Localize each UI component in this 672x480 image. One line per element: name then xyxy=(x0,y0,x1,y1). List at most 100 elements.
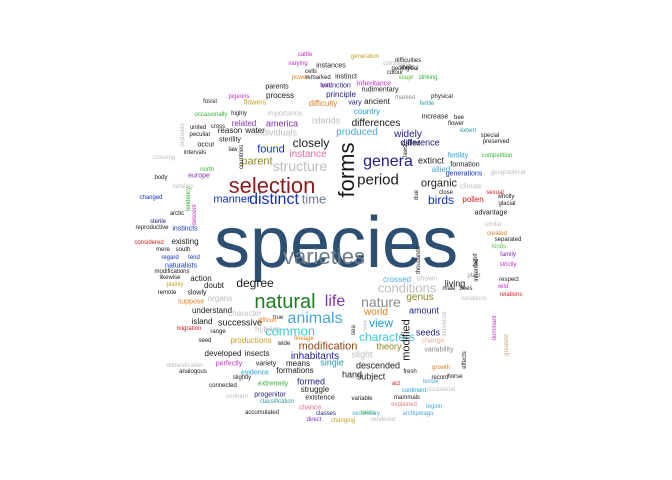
word-probable: probable xyxy=(180,123,186,147)
word-related: related xyxy=(231,119,257,128)
word-south: south xyxy=(175,247,191,253)
word-laws: laws xyxy=(403,144,409,158)
word-kinds: kinds xyxy=(491,244,507,250)
word-extremely: extremely xyxy=(257,380,289,388)
word-variable: variable xyxy=(351,396,373,402)
word-varying: varying xyxy=(288,61,308,67)
word-explained: explained xyxy=(391,402,417,408)
word-domestication: domestication xyxy=(166,363,204,369)
word-instances: instances xyxy=(316,62,346,70)
word-mammals: mammals xyxy=(393,395,421,401)
word-rudimentary: rudimentary xyxy=(361,86,399,94)
word-increase: increase xyxy=(421,113,449,121)
word-families: families xyxy=(172,184,194,190)
word-subject: subject xyxy=(356,371,386,382)
word-reproductive: reproductive xyxy=(135,225,169,231)
word-slowly: slowly xyxy=(187,289,207,297)
word-northern: northern xyxy=(225,394,249,400)
word-genus: genus xyxy=(406,292,434,303)
word-accumulated: accumulated xyxy=(244,410,280,416)
word-pollen: pollen xyxy=(462,195,484,204)
word-sterile: sterile xyxy=(149,219,167,225)
word-analogous: analogous xyxy=(179,369,207,375)
word-vary: vary xyxy=(348,99,362,107)
word-strictly: strictly xyxy=(499,262,517,268)
word-compared: compared xyxy=(382,61,410,67)
word-existence: existence xyxy=(305,394,335,402)
word-theory: theory xyxy=(376,341,402,352)
word-peculiar: peculiar xyxy=(189,132,211,138)
word-races: races xyxy=(360,410,376,416)
word-stage: stage xyxy=(398,75,414,81)
word-species: species xyxy=(213,203,459,283)
word-shown: shown xyxy=(416,275,438,283)
word-descended: descended xyxy=(355,360,401,371)
word-found: found xyxy=(257,143,285,156)
word-striking: striking xyxy=(418,75,438,81)
word-respect: respect xyxy=(499,277,519,283)
word-successive: successive xyxy=(217,317,263,328)
word-sea: sea xyxy=(351,325,357,335)
word-horse: horse xyxy=(447,374,463,380)
word-archipelago: archipelago xyxy=(402,411,434,417)
word-forms: forms xyxy=(334,142,359,198)
word-time: time xyxy=(301,191,327,207)
word-produced: produced xyxy=(336,127,378,138)
word-crossed: crossed xyxy=(382,275,412,284)
word-europe: europe xyxy=(188,172,210,180)
word-animals: animals xyxy=(287,310,343,327)
word-migration: migration xyxy=(176,326,202,332)
word-manner: manner xyxy=(213,193,251,206)
word-fertility: fertility xyxy=(447,152,469,160)
word-difficulty: difficulty xyxy=(308,99,338,108)
word-close: close xyxy=(438,190,454,196)
word-family: family xyxy=(500,252,516,258)
word-tree: tree xyxy=(363,319,369,331)
word-food: food xyxy=(320,83,332,89)
word-generations: generations xyxy=(445,170,483,178)
word-body: body xyxy=(154,175,168,181)
word-difference: difference xyxy=(400,137,440,148)
word-glacial: glacial xyxy=(498,201,516,207)
word-thousands: thousands xyxy=(416,246,422,274)
word-inhabitants: inhabitants xyxy=(290,351,340,362)
word-relations: relations xyxy=(499,292,523,298)
word-occasional: occasional xyxy=(426,387,456,393)
word-climate: climate xyxy=(459,183,483,191)
word-sexual: sexual xyxy=(486,190,504,196)
word-degree: degree xyxy=(236,276,274,290)
word-remote: remote xyxy=(157,290,177,296)
word-rendered: rendered xyxy=(370,417,396,423)
word-wild: wild xyxy=(497,284,509,290)
word-sterility: sterility xyxy=(219,136,241,144)
word-progenitor: progenitor xyxy=(254,391,286,399)
word-life: life xyxy=(324,293,346,310)
word-understand: understand xyxy=(191,306,233,315)
word-formations: formations xyxy=(276,366,314,375)
word-continent: continent xyxy=(401,388,427,394)
word-flower: flower xyxy=(447,121,465,127)
word-parent: parent xyxy=(241,155,273,168)
word-lineage: lineage xyxy=(294,336,314,342)
word-flowers: flowers xyxy=(243,99,267,107)
word-competition: competition xyxy=(481,153,513,159)
word-colour: colour xyxy=(386,70,404,76)
word-reason: reason xyxy=(217,126,243,135)
word-plainly: plainly xyxy=(166,282,184,288)
word-individuals: individuals xyxy=(254,127,298,138)
word-due: due xyxy=(414,189,420,201)
word-countries: countries xyxy=(239,144,245,170)
word-pigeons: pigeons xyxy=(228,94,250,100)
word-view: view xyxy=(368,316,394,330)
word-modifications: modifications xyxy=(154,269,190,275)
word-distinct: distinct xyxy=(249,191,299,208)
word-common: common xyxy=(265,323,315,339)
word-considered: considered xyxy=(134,240,164,246)
word-hand: hand xyxy=(341,369,363,380)
word-north: north xyxy=(200,167,214,173)
word-bee: bee xyxy=(453,115,465,121)
word-true: true xyxy=(272,315,284,321)
word-region: region xyxy=(425,404,443,410)
word-inheritance: inheritance xyxy=(356,80,392,88)
word-evidence: evidence xyxy=(240,369,270,377)
